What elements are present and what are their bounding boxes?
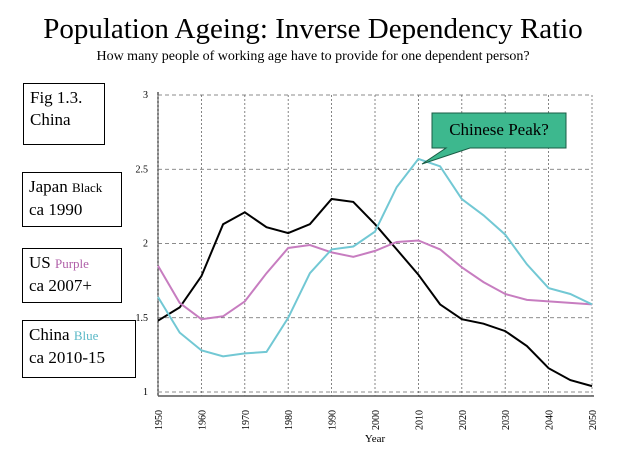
x-tick-label: 2030 [501, 410, 512, 430]
x-tick-label: 1980 [284, 410, 295, 430]
x-tick-label: 1950 [154, 410, 165, 430]
y-tick-label: 2 [143, 239, 148, 250]
x-tick-label: 1970 [241, 410, 252, 430]
x-axis-label: Year [365, 433, 386, 445]
x-tick-label: 1990 [328, 410, 339, 430]
series-line [157, 239, 593, 321]
legend-color: Purple [54, 256, 89, 271]
legend-note: ca 1990 [29, 200, 83, 219]
legend-name: US [29, 253, 51, 272]
legend-box: US Purple ca 2007+ [22, 248, 122, 303]
y-tick-label: 3 [143, 90, 148, 101]
x-tick-label: 2000 [371, 410, 382, 430]
fig-box: Fig 1.3. China [23, 83, 105, 145]
legend-note: ca 2007+ [29, 276, 92, 295]
y-tick-label: 1 [143, 387, 148, 398]
legend-box: China Blue ca 2010-15 [22, 320, 136, 378]
legend-color: Blue [73, 328, 99, 343]
legend-name: Japan [29, 177, 68, 196]
y-tick-label: 1.5 [136, 313, 149, 324]
x-tick-label: 2020 [458, 410, 469, 430]
series-line [157, 157, 593, 358]
callout: Chinese Peak? [421, 112, 567, 165]
callout-text: Chinese Peak? [449, 120, 549, 139]
chart-title: Population Ageing: Inverse Dependency Ra… [43, 13, 583, 45]
x-tick-label: 2010 [414, 410, 425, 430]
callout-box [421, 112, 567, 165]
x-tick-label: 2050 [588, 410, 599, 430]
legend-color: Black [71, 180, 103, 195]
legend-box: Japan Black ca 1990 [22, 172, 122, 227]
chart-subtitle: How many people of working age have to p… [96, 49, 529, 64]
x-tick-label: 1960 [197, 410, 208, 430]
legend-note: ca 2010-15 [29, 348, 106, 367]
fig-label: Fig 1.3. [30, 88, 83, 107]
fig-subject: China [30, 110, 71, 129]
legend-name: China [29, 325, 70, 344]
x-tick-label: 2040 [545, 410, 556, 430]
y-tick-label: 2.5 [136, 164, 149, 175]
series-line [157, 197, 593, 388]
